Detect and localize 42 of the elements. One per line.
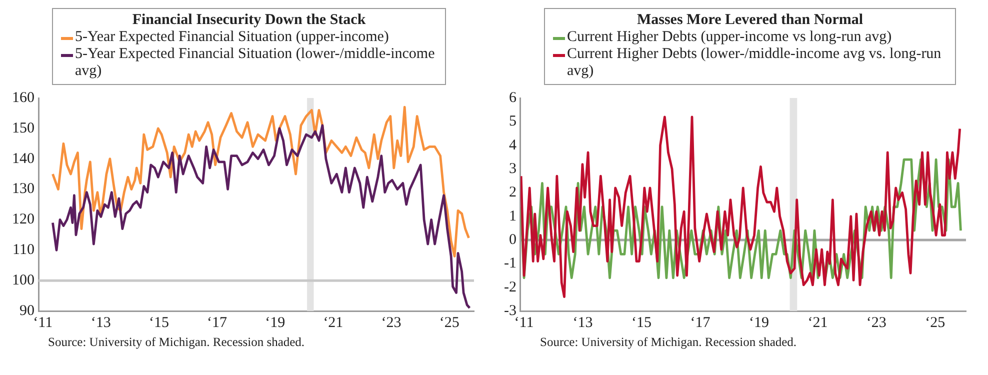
- x-tick-label: ‘21: [808, 314, 828, 331]
- x-tick-label: ‘19: [265, 314, 286, 331]
- y-tick-label: 120: [12, 212, 34, 228]
- y-tick-label: 6: [508, 90, 517, 106]
- y-tick-label: -2: [504, 279, 516, 296]
- y-tick-label: 140: [12, 150, 34, 167]
- y-tick-label: 5: [508, 114, 516, 130]
- x-tick-label: ‘23: [381, 314, 402, 331]
- y-tick-label: 1: [508, 208, 516, 224]
- y-tick-label: 4: [508, 137, 517, 154]
- x-tick-label: ‘19: [748, 314, 769, 331]
- x-tick-label: ‘11: [33, 314, 53, 331]
- x-tick-label: ‘13: [90, 314, 111, 331]
- y-tick-label: -1: [504, 256, 516, 272]
- x-tick-label: ‘25: [439, 314, 460, 331]
- legend-label: Current Higher Debts (upper-income vs long-run avg): [567, 29, 892, 46]
- y-tick-label: 150: [12, 120, 34, 136]
- source-note: Source: University of Michigan. Recession shaded.: [48, 335, 306, 350]
- legend-label: 5-Year Expected Financial Situation (lower-/middle-income avg): [75, 46, 436, 80]
- y-tick-label: 0: [508, 232, 516, 248]
- y-tick-label: -3: [504, 302, 516, 319]
- y-tick-label: 2: [508, 184, 516, 201]
- x-tick-label: ‘15: [148, 314, 169, 331]
- y-tick-label: 130: [12, 181, 34, 198]
- y-tick-label: 160: [12, 90, 34, 106]
- chart-title: Masses More Levered than Normal: [636, 12, 864, 29]
- y-tick-label: 90: [20, 302, 34, 319]
- y-tick-label: 100: [12, 272, 34, 289]
- x-tick-label: ‘13: [572, 314, 593, 331]
- x-tick-label: ‘17: [207, 314, 228, 331]
- legend-label: 5-Year Expected Financial Situation (upper-income): [75, 29, 389, 46]
- x-tick-label: ‘11: [514, 314, 534, 331]
- x-tick-label: ‘25: [925, 314, 946, 331]
- x-tick-label: ‘15: [631, 314, 652, 331]
- chart-title: Financial Insecurity Down the Stack: [131, 12, 367, 29]
- x-tick-label: ‘23: [866, 314, 886, 331]
- x-tick-label: ‘17: [690, 314, 711, 331]
- legend-label: Current Higher Debts (lower-/middle-income avg vs. long-run avg): [567, 46, 942, 80]
- x-tick-label: ‘21: [323, 314, 344, 331]
- y-tick-label: 3: [508, 160, 516, 177]
- y-tick-label: 110: [12, 242, 34, 258]
- source-note: Source: University of Michigan. Recession shaded.: [540, 335, 798, 350]
